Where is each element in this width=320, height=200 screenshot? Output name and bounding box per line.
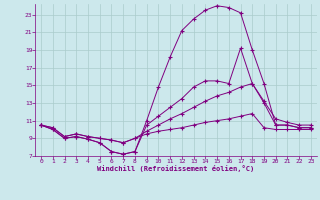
X-axis label: Windchill (Refroidissement éolien,°C): Windchill (Refroidissement éolien,°C) [97, 165, 255, 172]
